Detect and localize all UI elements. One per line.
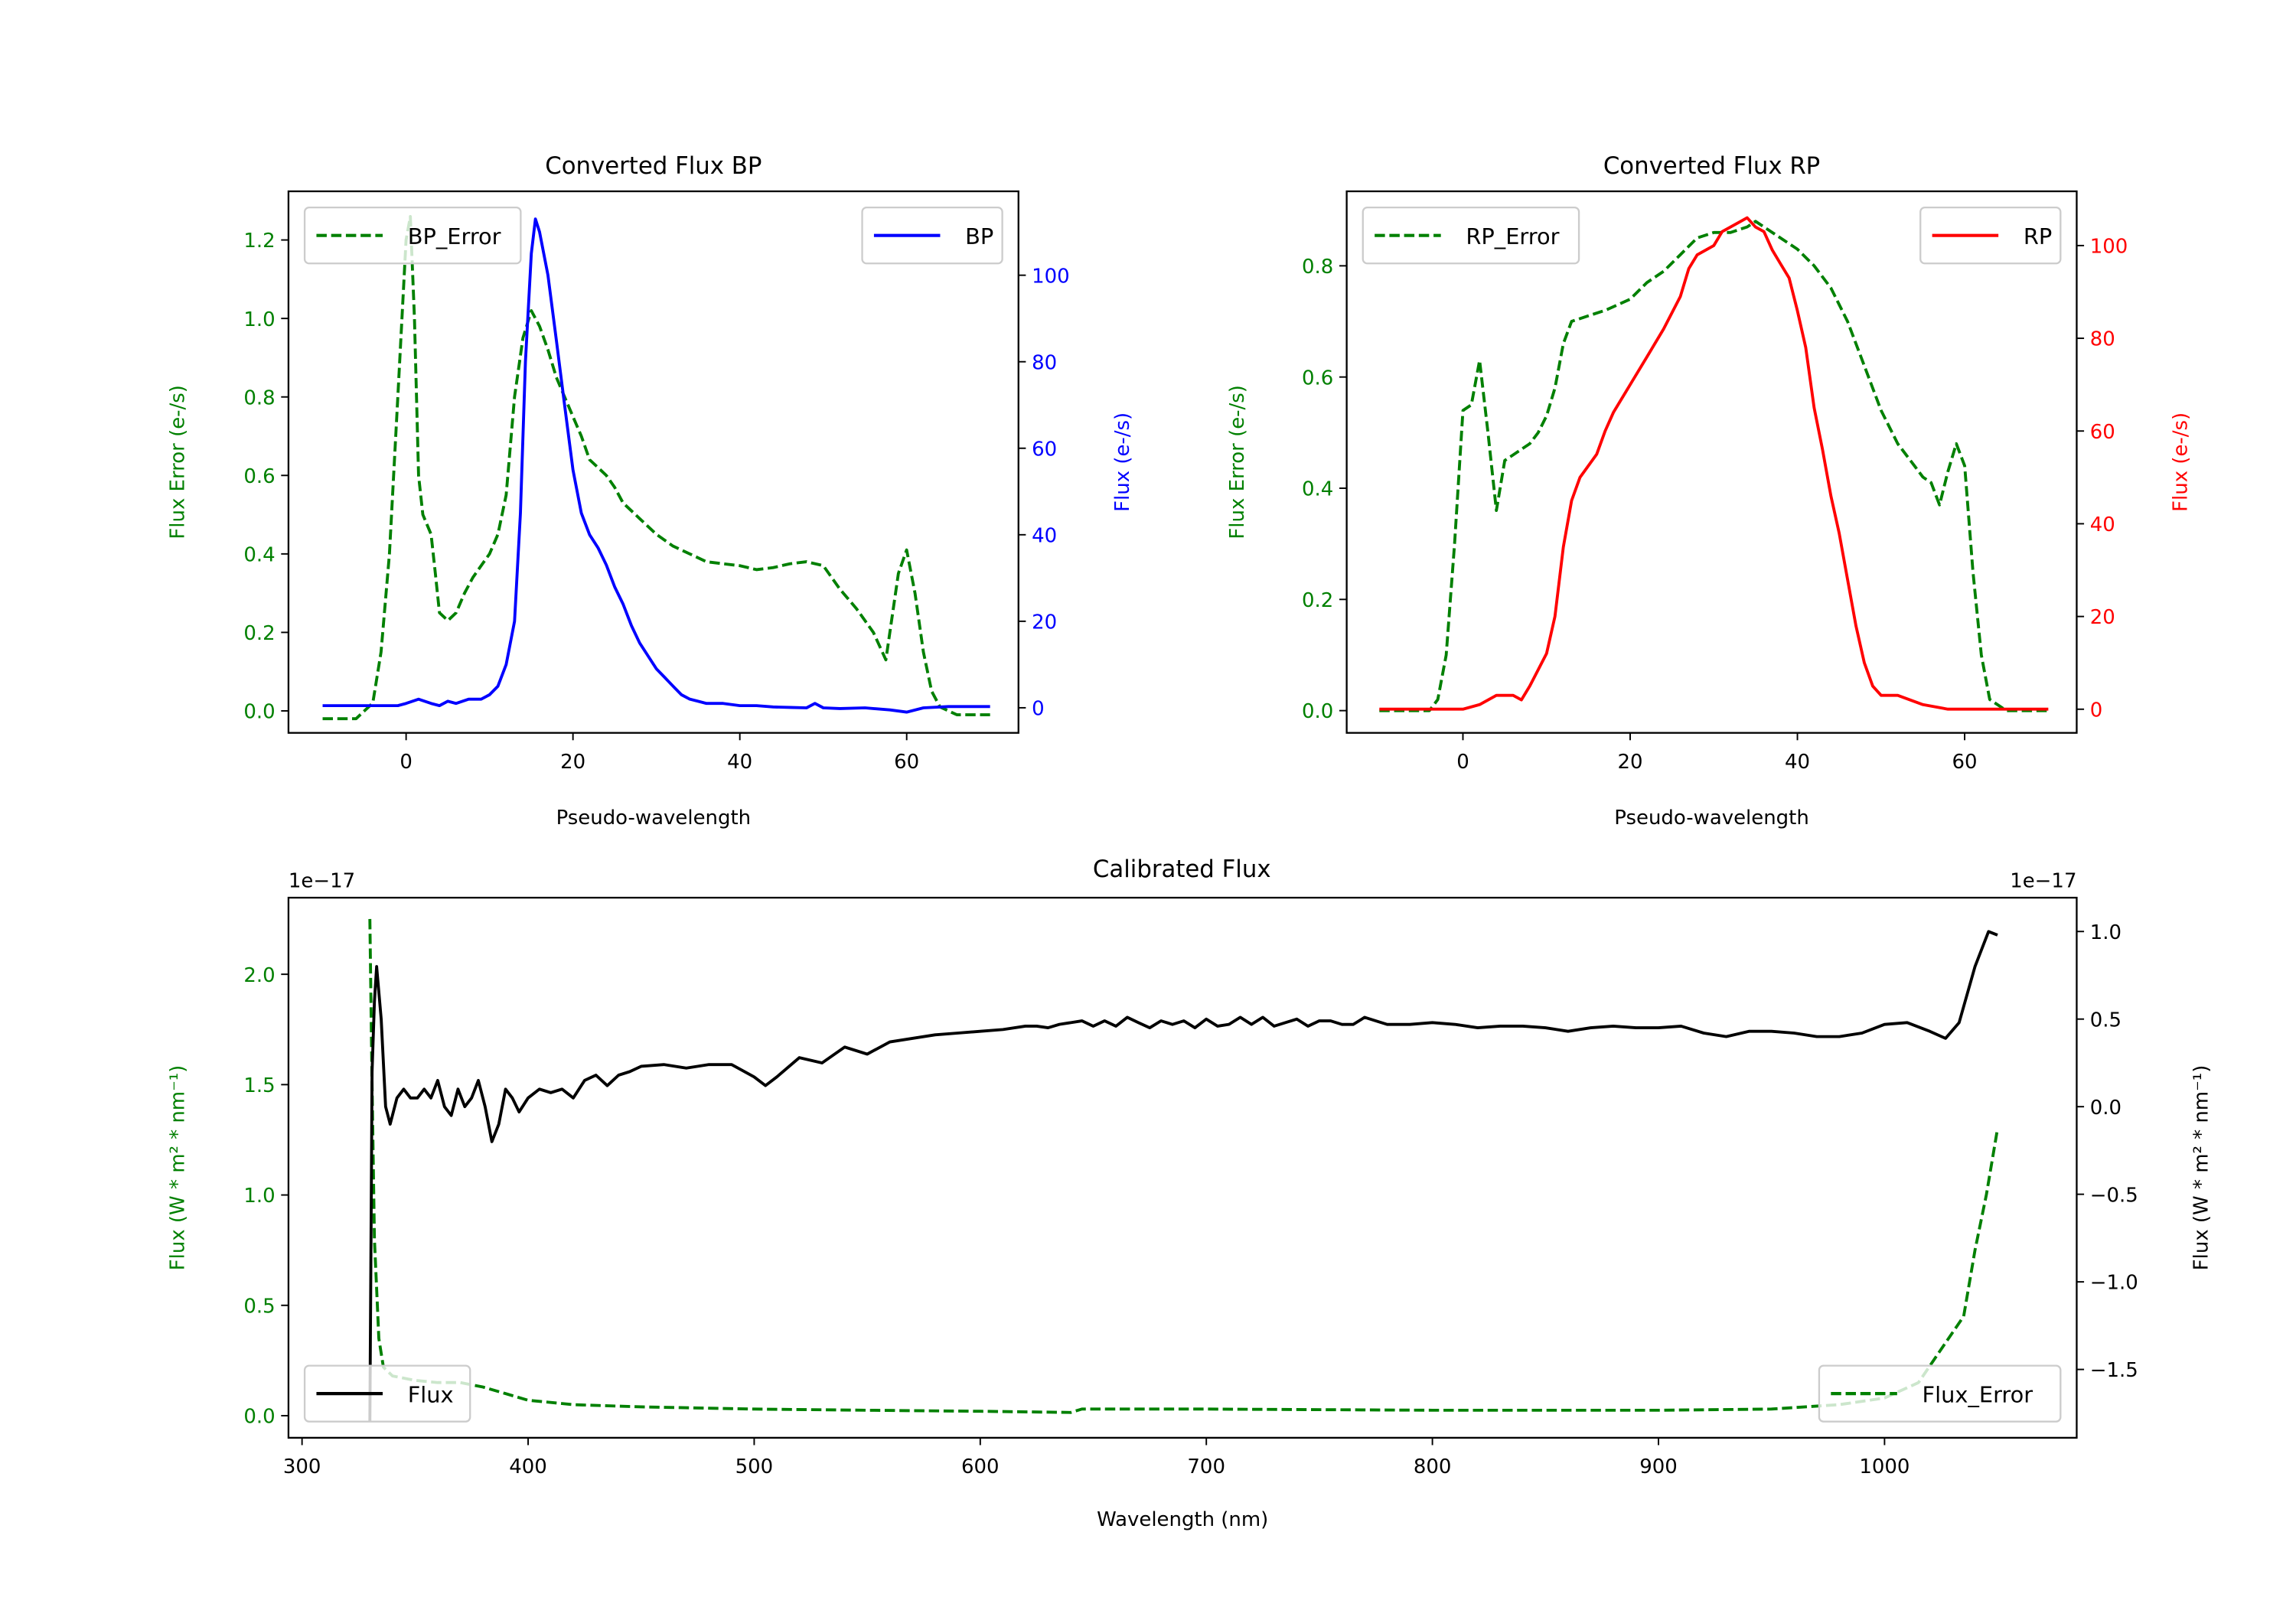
series-line-rp_error [1379,220,2049,712]
y-tick-label-left: 0.6 [1302,367,1333,390]
chart-rp: Converted Flux RP 0 20 40 60 0.0 0.2 0.4 0.6 0.8… [1226,152,2193,830]
y-tick-label-left: 0.0 [243,701,275,724]
x-tick-label: 1000 [1859,1455,1910,1478]
y-tick-label-right: 20 [1032,611,1057,634]
legend-rp: RP [1919,207,2062,265]
axes-frame [287,896,2078,1439]
y-tick-label-right: −1.5 [2090,1359,2138,1382]
offset-text-left: 1e−17 [289,870,355,893]
y-tick-label-left: 1.5 [243,1074,275,1097]
series-line-bp [322,217,990,714]
legend-label: Flux_Error [1923,1382,2033,1408]
x-tick-label: 800 [1414,1455,1452,1478]
x-tick-label: 300 [283,1455,321,1478]
y-axis-label-left: Flux Error (e-/s) [166,385,189,539]
y-tick-label-left: 0.8 [243,386,275,409]
x-axis-label: Wavelength (nm) [1097,1508,1268,1531]
y-tick-label-right: 20 [2090,606,2115,629]
x-tick-label: 700 [1187,1455,1225,1478]
offset-text-right: 1e−17 [2010,870,2076,893]
y-tick-label-left: 1.0 [243,308,275,331]
y-tick-label-right: 60 [2090,421,2115,444]
y-tick-label-right: −0.5 [2090,1184,2138,1207]
x-axis-label: Pseudo-wavelength [556,807,752,830]
y-tick-label-left: 0.0 [1302,700,1333,723]
axes-frame [287,190,1019,734]
y-tick-label-right: 60 [1032,438,1057,461]
x-tick-label: 600 [961,1455,1000,1478]
y-tick-label-right: −1.0 [2090,1272,2138,1295]
x-tick-label: 0 [400,751,413,774]
y-tick-label-left: 1.0 [243,1185,275,1208]
y-tick-label-left: 0.4 [243,543,275,566]
legend-label: BP [965,223,993,249]
x-tick-label: 0 [1456,751,1469,774]
y-tick-label-right: 40 [2090,513,2115,536]
x-axis-label: Pseudo-wavelength [1614,807,1809,830]
y-axis-label-left: Flux (W * m² * nm⁻¹) [166,1065,189,1271]
legend-box [1818,1364,2062,1423]
x-tick-label: 40 [727,751,752,774]
y-axis-label-right: Flux (e-/s) [1111,412,1134,512]
x-tick-label: 900 [1639,1455,1678,1478]
y-axis-label-left: Flux Error (e-/s) [1226,385,1249,539]
x-tick-label: 20 [1617,751,1642,774]
legend-label: RP [2024,223,2052,249]
y-tick-label-left: 0.0 [243,1406,275,1429]
y-tick-label-right: 0 [2090,699,2103,722]
series-line-flux [368,930,1998,1423]
chart-title: Calibrated Flux [1093,856,1271,883]
x-tick-label: 40 [1785,751,1810,774]
legend-label: RP_Error [1466,223,1559,249]
y-tick-label-right: 1.0 [2090,921,2122,944]
x-tick-label: 60 [1952,751,1978,774]
y-tick-label-right: 100 [1032,265,1070,288]
y-axis-label-right: Flux (W * m² * nm⁻¹) [2190,1065,2213,1271]
legend-label: Flux [408,1382,454,1408]
legend-box [303,1364,471,1423]
y-tick-label-left: 0.5 [243,1295,275,1318]
series-line-bp_error [322,214,990,721]
legend-box [303,207,522,265]
series-line-flux_error [368,918,1999,1414]
y-tick-label-right: 40 [1032,524,1057,547]
chart-calibrated: Calibrated Flux 1e−17 1e−17 300 400 500 600… [166,856,2213,1531]
legend-box [1362,207,1580,265]
chart-bp: Converted Flux BP 0 20 40 60 0.0 0.2 0.4 0.6 0.8… [166,152,1134,830]
chart-title: Converted Flux RP [1603,152,1820,180]
x-tick-label: 400 [509,1455,547,1478]
y-tick-label-right: 0 [1032,698,1045,721]
y-tick-label-left: 0.2 [1302,589,1333,612]
y-tick-label-left: 0.6 [243,465,275,488]
y-tick-label-left: 1.2 [243,230,275,253]
x-tick-label: 20 [560,751,585,774]
legend-rp_error: RP_Error [1362,207,1580,265]
x-tick-label: 60 [894,751,919,774]
chart-title: Converted Flux BP [545,152,762,180]
y-tick-label-right: 0.5 [2090,1009,2122,1032]
y-tick-label-left: 0.2 [243,622,275,645]
legend-flux: Flux [303,1364,471,1423]
axes-frame [1345,190,2078,734]
y-tick-label-right: 80 [1032,351,1057,374]
legend-label: BP_Error [408,223,501,249]
y-tick-label-right: 80 [2090,328,2115,351]
legend-flux_error: Flux_Error [1818,1364,2062,1423]
y-axis-label-right: Flux (e-/s) [2170,412,2193,512]
x-tick-label: 500 [735,1455,774,1478]
legend-bp: BP [861,207,1003,265]
legend-bp_error: BP_Error [303,207,522,265]
y-tick-label-left: 0.8 [1302,256,1333,279]
y-tick-label-left: 2.0 [243,964,275,987]
y-tick-label-right: 0.0 [2090,1097,2122,1120]
y-tick-label-right: 100 [2090,236,2128,259]
y-tick-label-left: 0.4 [1302,478,1333,501]
series-line-rp [1379,216,2049,711]
